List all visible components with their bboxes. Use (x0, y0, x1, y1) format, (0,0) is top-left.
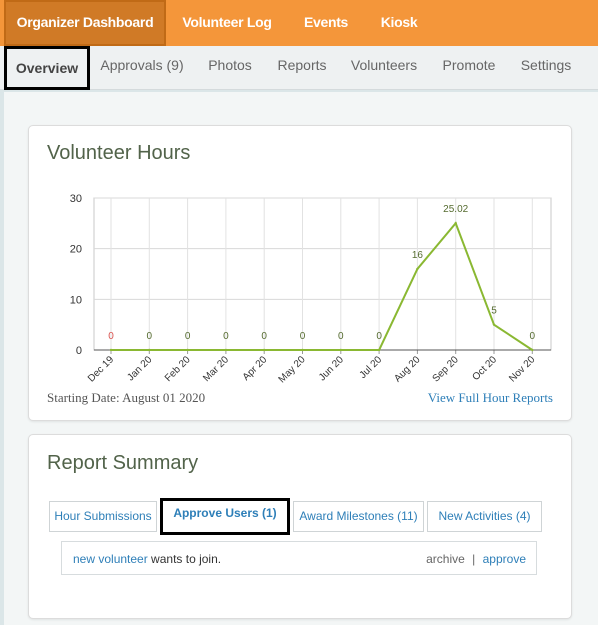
data-point (224, 348, 228, 352)
y-tick-label: 10 (70, 294, 82, 306)
data-label: 0 (185, 331, 191, 342)
x-tick-label: Apr 20 (241, 354, 270, 383)
x-tick-label: Dec 19 (86, 354, 116, 384)
subnav-promote[interactable]: Promote (442, 57, 496, 73)
report-summary-card: Report Summary Hour Submissions Approve … (28, 434, 572, 619)
x-tick-label: Jan 20 (125, 354, 154, 383)
data-label: 5 (491, 306, 497, 317)
top-nav: Organizer Dashboard Volunteer Log Events… (0, 0, 598, 46)
subnav-approvals[interactable]: Approvals (9) (100, 57, 184, 73)
subnav-photos[interactable]: Photos (208, 57, 252, 73)
data-point (109, 348, 113, 352)
y-tick-label: 0 (76, 345, 82, 357)
x-tick-label: Aug 20 (392, 354, 422, 384)
plot-area (93, 197, 552, 351)
data-point (492, 323, 496, 326)
data-point (454, 222, 457, 225)
subnav-reports[interactable]: Reports (277, 57, 327, 73)
x-tick-label: Oct 20 (471, 354, 500, 383)
y-tick-label: 20 (70, 244, 82, 256)
approve-link[interactable]: approve (482, 552, 526, 566)
subnav-overview[interactable]: Overview (4, 46, 90, 90)
x-tick-label: Feb 20 (163, 354, 193, 384)
card-title: Report Summary (47, 452, 199, 474)
x-tick-label: Jul 20 (358, 354, 385, 381)
data-label: 0 (223, 331, 229, 342)
tab-volunteer-log[interactable]: Volunteer Log (182, 14, 272, 30)
tab-events[interactable]: Events (303, 14, 349, 30)
x-tick-label: Mar 20 (201, 354, 231, 384)
data-label: 0 (338, 331, 344, 342)
series-line (111, 221, 533, 351)
subnav-settings[interactable]: Settings (520, 57, 572, 73)
x-tick-label: Jun 20 (317, 354, 346, 383)
data-point (377, 348, 381, 352)
tab-organizer-dashboard[interactable]: Organizer Dashboard (4, 0, 166, 46)
tab-approve-users[interactable]: Approve Users (1) (160, 498, 290, 535)
data-point (339, 348, 342, 352)
starting-date: Starting Date: August 01 2020 (47, 390, 206, 405)
x-tick-label: Nov 20 (507, 354, 537, 384)
data-point (148, 348, 151, 352)
data-point (301, 348, 304, 352)
new-volunteer-link[interactable]: new volunteer (73, 552, 148, 566)
separator: | (472, 552, 476, 566)
data-label: 0 (376, 331, 382, 342)
data-point (186, 348, 189, 352)
data-label: 0 (261, 331, 267, 342)
x-tick-label: Sep 20 (431, 354, 461, 384)
join-text: wants to join. (147, 552, 222, 566)
tab-award-milestones[interactable]: Award Milestones (11) (293, 501, 424, 532)
volunteer-hours-chart: 0 10 20 30 Dec 19 Jan 20 Feb 20 Mar 20 Apr 20 May… (70, 193, 552, 385)
y-tick-label: 30 (70, 193, 82, 205)
data-label: 0 (300, 331, 306, 342)
subnav-volunteers[interactable]: Volunteers (350, 57, 418, 73)
archive-link[interactable]: archive (426, 552, 465, 566)
x-tick-label: May 20 (277, 354, 308, 385)
data-label: 16 (412, 250, 424, 261)
tab-kiosk[interactable]: Kiosk (380, 14, 418, 30)
join-request-row: new volunteer wants to join. archive | a… (61, 541, 537, 575)
sub-nav: Overview Approvals (9) Photos Reports Vo… (0, 46, 598, 90)
tab-new-activities[interactable]: New Activities (4) (427, 501, 542, 532)
volunteer-hours-card: Volunteer Hours 0 10 20 30 Dec 19 Jan 20 Feb 2… (28, 125, 572, 421)
data-label: 25.02 (443, 204, 468, 215)
view-full-hour-reports-link[interactable]: View Full Hour Reports (427, 390, 553, 405)
card-title: Volunteer Hours (47, 142, 191, 164)
data-point (531, 348, 534, 352)
data-label: 0 (108, 331, 114, 342)
data-point (416, 267, 419, 271)
data-label: 0 (530, 331, 536, 342)
tab-hour-submissions[interactable]: Hour Submissions (49, 501, 157, 532)
data-point (263, 348, 266, 352)
data-label: 0 (147, 331, 153, 342)
